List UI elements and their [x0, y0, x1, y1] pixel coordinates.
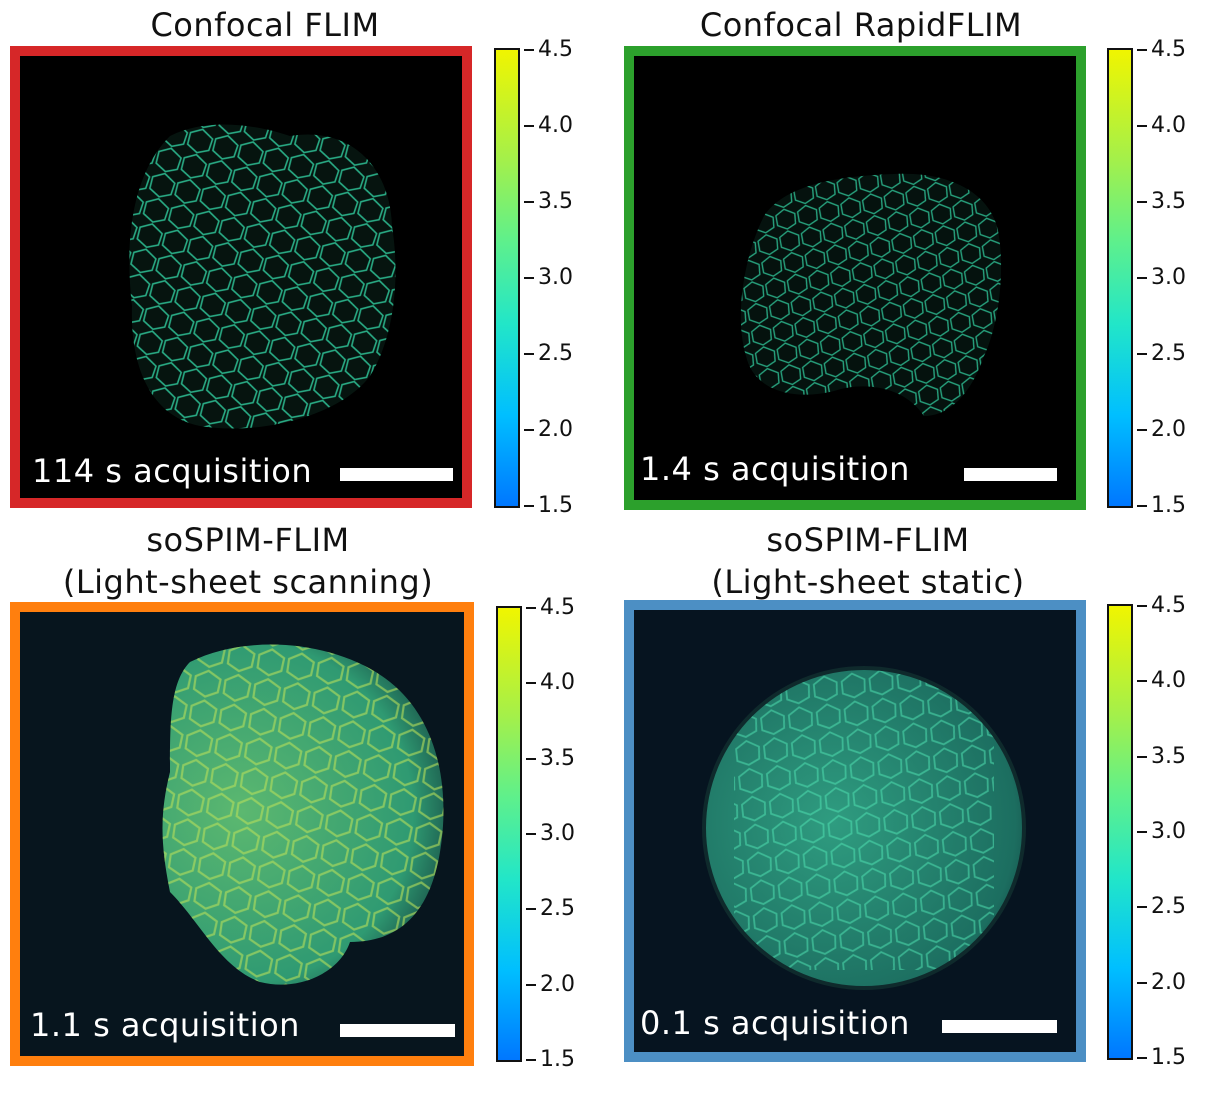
colorbar-tick: [526, 983, 536, 986]
colorbar-tick: [524, 277, 534, 279]
acquisition-label: 114 s acquisition: [32, 452, 313, 490]
colorbar-tick-label: 2.0: [538, 417, 573, 442]
colorbar: [496, 606, 522, 1062]
colorbar-tick: [524, 353, 534, 355]
colorbar-tick: [526, 1059, 536, 1061]
colorbar-tick-label: 4.0: [1151, 668, 1186, 694]
colorbar-tick-label: 1.5: [1151, 493, 1186, 518]
colorbar-tick-label: 1.5: [538, 493, 573, 518]
image-panel-confocal-rapidflim: 1.4 s acquisition: [624, 46, 1086, 510]
colorbar-tick: [524, 125, 534, 127]
micrograph-confocal-rapidflim: [634, 56, 1076, 500]
colorbar-tick-label: 3.5: [1151, 189, 1186, 214]
colorbar-tick: [524, 49, 534, 51]
panel-title-sospim-scanning: soSPIM-FLIM (Light-sheet scanning): [10, 519, 486, 603]
acquisition-label: 1.1 s acquisition: [30, 1006, 300, 1044]
scale-bar: [964, 468, 1057, 481]
colorbar-tick: [524, 201, 534, 203]
image-panel-sospim-static: 0.1 s acquisition: [624, 600, 1086, 1062]
colorbar-tick: [1137, 201, 1147, 203]
colorbar: [1107, 604, 1133, 1060]
colorbar-tick: [1137, 680, 1147, 683]
colorbar-tick: [1137, 353, 1147, 355]
colorbar-tick-label: 3.0: [1151, 265, 1186, 290]
colorbar-tick: [1137, 831, 1147, 833]
colorbar-tick: [524, 505, 534, 507]
panel-title-sospim-static: soSPIM-FLIM (Light-sheet static): [624, 519, 1112, 603]
colorbar: [494, 48, 520, 508]
colorbar-tick-label: 3.5: [540, 745, 575, 771]
colorbar-tick-label: 3.0: [538, 265, 573, 290]
colorbar-tick-label: 4.5: [1151, 37, 1186, 62]
colorbar-tick: [1137, 429, 1147, 431]
colorbar-tick-label: 3.5: [1151, 743, 1186, 769]
image-panel-sospim-scanning: 1.1 s acquisition: [10, 602, 474, 1066]
colorbar-tick: [1137, 125, 1147, 127]
colorbar: [1107, 48, 1133, 508]
colorbar-tick-label: 4.5: [538, 37, 573, 62]
colorbar-tick-label: 4.0: [538, 113, 573, 138]
colorbar-tick-label: 4.0: [540, 670, 575, 696]
scale-bar: [942, 1020, 1057, 1033]
panel-title-line: (Light-sheet static): [711, 563, 1025, 601]
image-panel-confocal-flim: 114 s acquisition: [10, 46, 472, 508]
colorbar-tick: [526, 607, 536, 609]
micrograph-confocal-flim: [20, 56, 462, 498]
colorbar-tick: [1137, 277, 1147, 279]
colorbar-tick: [1137, 605, 1147, 607]
panel-title-line: (Light-sheet scanning): [62, 563, 434, 601]
colorbar-tick: [1137, 49, 1147, 51]
colorbar-tick: [1137, 981, 1147, 984]
colorbar-tick-label: 4.5: [1151, 593, 1186, 618]
colorbar-tick-label: 1.5: [1151, 1045, 1186, 1070]
scale-bar: [340, 1024, 455, 1037]
colorbar-tick-label: 3.0: [540, 821, 575, 846]
colorbar-tick-label: 2.5: [538, 341, 573, 366]
panel-title-line: Confocal FLIM: [150, 6, 380, 44]
acquisition-label: 0.1 s acquisition: [640, 1004, 910, 1042]
panel-title-line: Confocal RapidFLIM: [699, 6, 1023, 44]
colorbar-tick: [526, 682, 536, 685]
colorbar-tick-label: 2.5: [540, 896, 575, 922]
colorbar-tick: [526, 757, 536, 760]
colorbar-tick-label: 3.0: [1151, 819, 1186, 844]
colorbar-tick: [1137, 1057, 1147, 1059]
colorbar-tick-label: 2.0: [540, 971, 575, 997]
colorbar-tick-label: 2.5: [1151, 894, 1186, 920]
colorbar-tick-label: 3.5: [538, 189, 573, 214]
colorbar-tick: [1137, 755, 1147, 758]
panel-title-confocal-rapidflim: Confocal RapidFLIM: [624, 4, 1098, 46]
colorbar-tick: [526, 833, 536, 835]
panel-title-line: soSPIM-FLIM: [146, 521, 350, 559]
colorbar-tick-label: 2.0: [1151, 417, 1186, 442]
scale-bar: [340, 468, 453, 481]
acquisition-label: 1.4 s acquisition: [640, 450, 910, 488]
colorbar-tick-label: 4.0: [1151, 113, 1186, 138]
colorbar-tick: [1137, 505, 1147, 507]
colorbar-tick-label: 1.5: [540, 1047, 575, 1072]
colorbar-tick: [524, 429, 534, 431]
colorbar-tick-label: 2.0: [1151, 969, 1186, 995]
colorbar-tick-label: 4.5: [540, 595, 575, 620]
panel-title-confocal-flim: Confocal FLIM: [10, 4, 520, 46]
micrograph-sospim-scanning: [20, 612, 464, 1056]
micrograph-sospim-static: [634, 610, 1076, 1052]
colorbar-tick-label: 2.5: [1151, 341, 1186, 366]
panel-title-line: soSPIM-FLIM: [766, 521, 970, 559]
colorbar-tick: [526, 908, 536, 911]
colorbar-tick: [1137, 906, 1147, 909]
